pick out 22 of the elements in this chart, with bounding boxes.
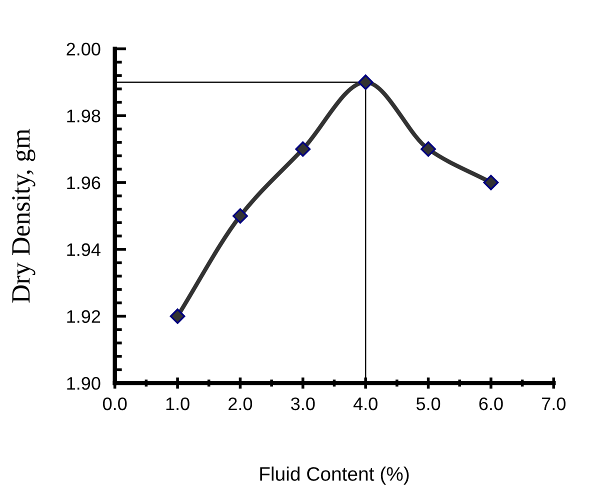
x-tick-label: 5.0 [416, 397, 440, 410]
y-tick-label: 1.96 [67, 176, 100, 190]
x-tick-label: 7.0 [542, 397, 566, 410]
point [170, 308, 186, 324]
y-tick-label: 1.94 [67, 243, 100, 256]
x-tick-label: 3.0 [291, 397, 315, 410]
x-axis-title: Fluid Content (%) [260, 466, 409, 485]
x-tick-label: 6.0 [479, 397, 503, 410]
x-tick-label: 2.0 [228, 397, 252, 410]
x-tick-label: 1.0 [166, 397, 190, 410]
y-tick-label: 1.92 [67, 310, 100, 323]
x-tick-label: 4.0 [353, 397, 378, 410]
x-tick-label: 0.0 [103, 397, 127, 410]
y-tick-label: 2.00 [66, 42, 100, 56]
point [232, 208, 248, 224]
point [358, 74, 374, 90]
point [295, 141, 311, 157]
y-tick-label: 1.98 [67, 110, 100, 122]
y-axis-title: Dry Density, gm [12, 128, 36, 303]
point [420, 141, 436, 157]
y-tick-label: 1.90 [67, 377, 100, 390]
point [483, 174, 499, 190]
